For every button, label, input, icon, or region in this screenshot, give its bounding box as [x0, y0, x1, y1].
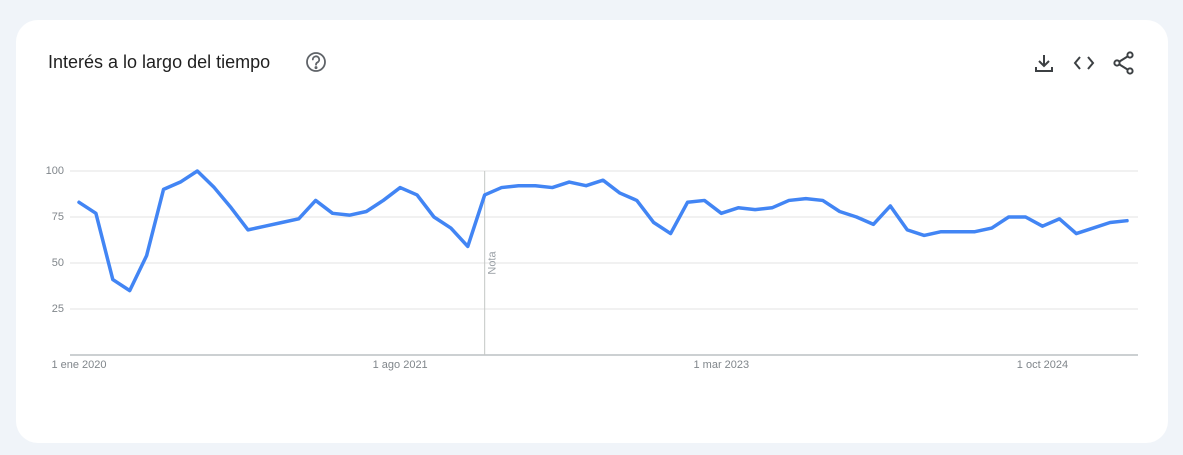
- download-icon[interactable]: [1035, 55, 1053, 72]
- y-tick-label: 75: [52, 211, 64, 223]
- y-tick-label: 100: [46, 165, 64, 177]
- help-icon[interactable]: [306, 52, 326, 72]
- chart-title: Interés a lo largo del tiempo: [48, 52, 270, 72]
- x-tick-label: 1 mar 2023: [693, 359, 749, 371]
- y-tick-label: 25: [52, 303, 64, 315]
- x-tick-label: 1 ago 2021: [373, 359, 428, 371]
- annotation-label: Nota: [487, 251, 499, 275]
- y-tick-label: 50: [52, 257, 64, 269]
- x-tick-label: 1 oct 2024: [1017, 359, 1068, 371]
- embed-icon[interactable]: [1073, 56, 1095, 70]
- line-series: [77, 169, 1129, 293]
- x-tick-label: 1 ene 2020: [51, 359, 106, 371]
- share-icon[interactable]: [1113, 51, 1134, 75]
